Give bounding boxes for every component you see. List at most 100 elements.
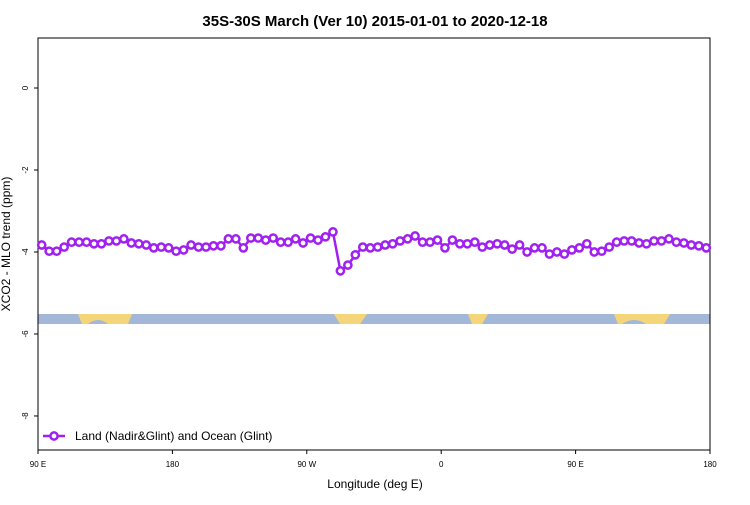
- y-tick-label: -8: [21, 412, 30, 420]
- data-point: [679, 238, 689, 248]
- data-point: [462, 238, 473, 249]
- data-point: [216, 240, 226, 251]
- x-tick-label: 180: [166, 460, 180, 469]
- data-point: [208, 240, 219, 251]
- x-tick-label: 90 E: [30, 460, 46, 469]
- data-point: [253, 233, 264, 243]
- data-point: [455, 238, 465, 249]
- data-point: [417, 237, 428, 248]
- data-point: [492, 238, 503, 249]
- data-point: [350, 250, 361, 260]
- data-point: [477, 242, 488, 252]
- data-point: [44, 246, 55, 257]
- data-point: [499, 240, 510, 250]
- data-point: [245, 233, 256, 243]
- data-point: [51, 246, 62, 257]
- data-point: [260, 235, 271, 245]
- data-point: [193, 242, 204, 252]
- data-point: [507, 244, 517, 254]
- data-point: [686, 240, 697, 250]
- data-point: [574, 243, 585, 253]
- data-point: [231, 234, 241, 244]
- y-tick-label: -6: [21, 330, 30, 338]
- data-point: [611, 237, 622, 248]
- data-point: [537, 243, 547, 253]
- data-point: [544, 249, 555, 259]
- data-point: [649, 236, 659, 246]
- x-tick-label: 0: [439, 460, 444, 469]
- data-point: [111, 236, 122, 246]
- data-point: [552, 247, 562, 257]
- data-point: [425, 237, 435, 248]
- y-axis-label: XCO2 - MLO trend (ppm): [0, 177, 13, 312]
- data-point: [619, 236, 629, 246]
- data-point: [447, 235, 458, 245]
- land-patch: [334, 314, 367, 324]
- data-point: [372, 242, 383, 252]
- data-point: [440, 243, 450, 253]
- data-point: [395, 236, 405, 246]
- data-point: [171, 246, 181, 257]
- data-point: [514, 240, 525, 250]
- data-point: [186, 240, 196, 250]
- data-point: [89, 238, 99, 249]
- data-point: [559, 249, 570, 259]
- x-tick-label: 90 E: [567, 460, 583, 469]
- data-point: [596, 246, 607, 257]
- data-point: [380, 240, 391, 250]
- legend-swatch-point: [49, 431, 59, 441]
- data-point: [156, 242, 167, 252]
- data-point: [163, 243, 174, 253]
- land-patch: [614, 314, 670, 324]
- data-point: [283, 237, 293, 248]
- data-point: [604, 242, 615, 252]
- data-point: [484, 240, 495, 250]
- data-line: [40, 229, 707, 274]
- data-point: [365, 243, 376, 253]
- data-point: [589, 247, 600, 257]
- data-point: [275, 237, 286, 248]
- legend-label: Land (Nadir&Glint) and Ocean (Glint): [75, 429, 272, 443]
- data-point: [223, 234, 234, 244]
- data-point: [656, 236, 667, 246]
- data-point: [432, 235, 443, 245]
- data-point: [59, 242, 69, 252]
- data-point: [305, 233, 316, 243]
- data-point: [74, 237, 84, 248]
- data-point: [581, 238, 592, 249]
- data-point: [357, 242, 368, 252]
- data-point: [178, 245, 189, 255]
- data-point: [335, 266, 346, 276]
- data-point: [693, 240, 704, 251]
- data-point: [119, 234, 129, 244]
- data-point: [268, 233, 279, 243]
- x-tick-label: 180: [703, 460, 717, 469]
- data-point: [290, 234, 301, 244]
- data-point: [66, 237, 77, 248]
- data-point: [701, 243, 712, 253]
- data-point: [141, 240, 152, 250]
- data-point: [634, 238, 644, 248]
- data-point: [313, 235, 323, 245]
- data-point: [126, 238, 137, 248]
- data-point: [402, 234, 413, 244]
- data-point: [36, 240, 47, 250]
- data-point: [96, 238, 107, 249]
- data-point: [664, 234, 674, 244]
- data-point: [387, 238, 398, 249]
- data-point: [320, 231, 331, 242]
- data-point: [238, 243, 249, 253]
- data-point: [522, 247, 532, 257]
- y-tick-label: -2: [21, 166, 30, 174]
- data-point: [567, 245, 577, 255]
- land-patch: [468, 314, 488, 324]
- data-point: [641, 238, 652, 249]
- data-point: [104, 236, 114, 246]
- data-point: [469, 237, 480, 248]
- y-tick-label: 0: [21, 85, 30, 90]
- data-point: [410, 231, 420, 241]
- chart-title: 35S-30S March (Ver 10) 2015-01-01 to 202…: [202, 13, 547, 30]
- data-point: [343, 260, 353, 270]
- surface-strip: [38, 314, 710, 324]
- data-point: [626, 236, 637, 246]
